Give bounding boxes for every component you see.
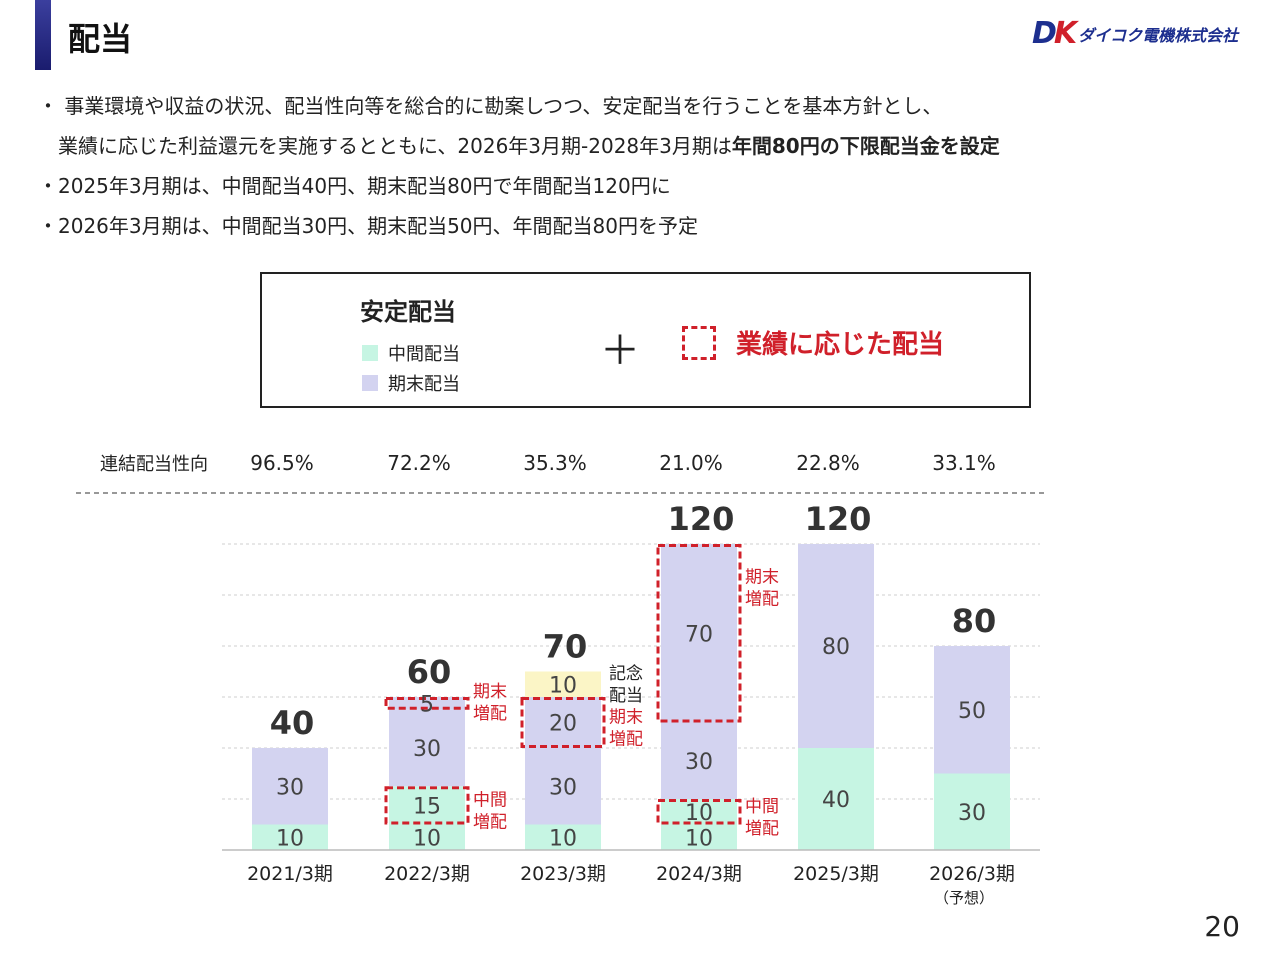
performance-dividend-frame bbox=[520, 697, 606, 748]
annotation-label: 期末 bbox=[745, 567, 779, 587]
performance-dividend-frame bbox=[656, 799, 742, 825]
annotation-label: 増配 bbox=[473, 812, 507, 832]
page-number: 20 bbox=[1204, 910, 1240, 943]
annotation-label: 中間 bbox=[745, 797, 779, 817]
bar-segment-interim bbox=[934, 773, 1010, 850]
segment-value-label: 30 bbox=[958, 801, 986, 826]
annotation-label: 配当 bbox=[609, 686, 643, 706]
bullet-text: 業績に応じた利益還元を実施するとともに、2026年3月期-2028年3月期は bbox=[38, 134, 732, 158]
segment-value-label: 5 bbox=[420, 692, 434, 717]
bullet-line: ・2025年3月期は、中間配当40円、期末配当80円で年間配当120円に bbox=[38, 174, 671, 198]
bullet-line: ・2026年3月期は、中間配当30円、期末配当50円、年間配当80円を予定 bbox=[38, 214, 698, 238]
segment-value-label: 30 bbox=[685, 750, 713, 775]
payout-ratio-value: 96.5% bbox=[250, 451, 314, 475]
legend-label: 期末配当 bbox=[388, 374, 460, 395]
legend-item-interim: 中間配当 bbox=[362, 340, 460, 366]
segment-value-label: 10 bbox=[276, 826, 304, 851]
bar-total-label: 70 bbox=[543, 628, 588, 666]
x-tick-note: （予想） bbox=[934, 889, 994, 907]
bar-total-label: 120 bbox=[668, 500, 735, 538]
bar-total-label: 80 bbox=[952, 602, 997, 640]
bar-total-label: 120 bbox=[805, 500, 872, 538]
bar-segment-final bbox=[389, 697, 465, 710]
legend-item-final: 期末配当 bbox=[362, 370, 460, 396]
bar-segment-interim bbox=[661, 799, 737, 825]
segment-value-label: 10 bbox=[413, 826, 441, 851]
payout-ratio-value: 35.3% bbox=[523, 451, 587, 475]
annotation-label: 中間 bbox=[473, 790, 507, 810]
x-tick-label: 2023/3期 bbox=[520, 863, 606, 885]
payout-ratio-value: 22.8% bbox=[796, 451, 860, 475]
legend-stable-title: 安定配当 bbox=[360, 298, 456, 326]
bar-total-label: 60 bbox=[407, 653, 452, 691]
segment-value-label: 20 bbox=[549, 712, 577, 737]
payout-label: 連結配当性向 bbox=[100, 454, 208, 475]
segment-value-label: 10 bbox=[685, 826, 713, 851]
legend-box: 安定配当 中間配当 期末配当 ＋ 業績に応じた配当 bbox=[260, 272, 1031, 408]
performance-dividend-frame bbox=[656, 544, 742, 723]
annotation-label: 期末 bbox=[473, 682, 507, 702]
annotation-label: 期末 bbox=[609, 708, 643, 728]
bullet-emphasis: 年間80円の下限配当金を設定 bbox=[731, 134, 1000, 158]
annotation-label: 増配 bbox=[745, 819, 779, 839]
x-tick-label: 2025/3期 bbox=[793, 863, 879, 885]
bar-segment-final bbox=[525, 748, 601, 825]
bar-total-label: 40 bbox=[270, 704, 315, 742]
segment-value-label: 10 bbox=[549, 826, 577, 851]
bar-segment-interim bbox=[798, 748, 874, 850]
annotation-label: 増配 bbox=[745, 589, 779, 609]
segment-value-label: 80 bbox=[822, 635, 850, 660]
annotation-label: 記念 bbox=[609, 663, 643, 684]
payout-ratio-value: 33.1% bbox=[932, 451, 996, 475]
bullet-list: ・ 事業環境や収益の状況、配当性向等を総合的に勘案しつつ、安定配当を行うことを基… bbox=[38, 86, 1000, 246]
legend-item-performance: 業績に応じた配当 bbox=[682, 324, 944, 361]
bar-segment-final bbox=[525, 697, 601, 748]
x-tick-label: 2024/3期 bbox=[656, 863, 742, 885]
bar-segment-interim bbox=[389, 786, 465, 825]
legend-swatch-performance bbox=[682, 325, 716, 360]
payout-ratio-value: 21.0% bbox=[659, 451, 723, 475]
x-tick-label: 2022/3期 bbox=[384, 863, 470, 885]
bullet-line: 業績に応じた利益還元を実施するとともに、2026年3月期-2028年3月期は年間… bbox=[38, 126, 1000, 166]
segment-value-label: 10 bbox=[549, 673, 577, 698]
segment-value-label: 15 bbox=[413, 794, 441, 819]
bar-segment-final bbox=[661, 544, 737, 723]
bar-segment-commemorative bbox=[525, 671, 601, 697]
payout-ratio-value: 72.2% bbox=[387, 451, 451, 475]
bar-segment-final bbox=[798, 544, 874, 748]
segment-value-label: 30 bbox=[413, 737, 441, 762]
performance-dividend-frame bbox=[384, 786, 470, 825]
segment-value-label: 40 bbox=[822, 788, 850, 813]
bar-segment-interim bbox=[389, 824, 465, 850]
page-title: 配当 bbox=[68, 20, 133, 58]
segment-value-label: 50 bbox=[958, 699, 986, 724]
plus-sign: ＋ bbox=[600, 328, 640, 374]
bar-segment-final bbox=[252, 748, 328, 825]
legend-label: 業績に応じた配当 bbox=[736, 330, 945, 360]
title-accent-bar bbox=[35, 0, 51, 70]
segment-value-label: 30 bbox=[276, 775, 304, 800]
bar-segment-final bbox=[934, 646, 1010, 774]
logo-text: ダイコク電機株式会社 bbox=[1078, 25, 1239, 45]
company-logo: DK ダイコク電機株式会社 bbox=[1032, 16, 1238, 51]
segment-value-label: 30 bbox=[549, 775, 577, 800]
bar-segment-final bbox=[661, 722, 737, 799]
bar-segment-interim bbox=[252, 824, 328, 850]
bullet-line: ・ 事業環境や収益の状況、配当性向等を総合的に勘案しつつ、安定配当を行うことを基… bbox=[38, 94, 943, 118]
annotation-label: 増配 bbox=[609, 730, 643, 750]
performance-dividend-frame bbox=[384, 697, 470, 710]
bar-segment-interim bbox=[661, 824, 737, 850]
legend-swatch-interim bbox=[362, 345, 378, 361]
segment-value-label: 10 bbox=[685, 801, 713, 826]
bar-segment-final bbox=[389, 709, 465, 787]
legend-swatch-final bbox=[362, 375, 378, 391]
bar-segment-interim bbox=[525, 824, 601, 850]
logo-mark: DK bbox=[1032, 16, 1077, 51]
legend-label: 中間配当 bbox=[388, 344, 460, 365]
annotation-label: 増配 bbox=[473, 704, 507, 724]
segment-value-label: 70 bbox=[685, 622, 713, 647]
x-tick-label: 2021/3期 bbox=[247, 863, 333, 885]
x-tick-label: 2026/3期 bbox=[929, 863, 1015, 885]
